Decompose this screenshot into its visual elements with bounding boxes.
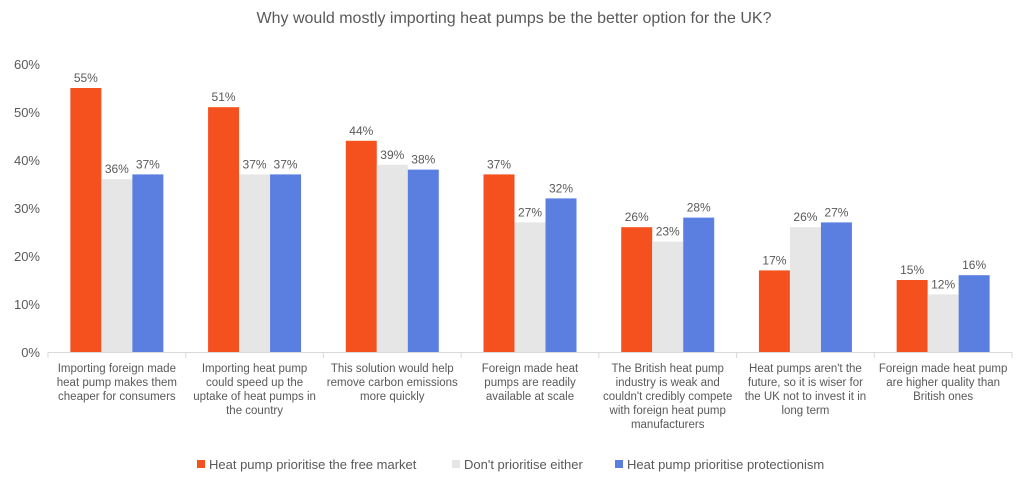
bar	[514, 222, 546, 352]
legend-swatch	[452, 460, 460, 468]
bar	[239, 174, 271, 352]
bar	[132, 174, 164, 352]
data-label: 37%	[487, 157, 511, 171]
data-label: 23%	[656, 225, 680, 239]
data-label: 15%	[900, 263, 924, 277]
legend-swatch	[615, 460, 623, 468]
legend-label: Don't prioritise either	[464, 457, 583, 472]
data-label: 12%	[931, 277, 955, 291]
data-label: 37%	[243, 157, 267, 171]
y-tick-label: 30%	[14, 201, 40, 216]
bar	[208, 107, 240, 352]
y-tick-label: 60%	[14, 57, 40, 72]
data-label: 17%	[762, 253, 786, 267]
data-label: 16%	[962, 258, 986, 272]
data-label: 44%	[349, 124, 373, 138]
legend-label: Heat pump prioritise the free market	[209, 457, 417, 472]
legend-swatch	[197, 460, 205, 468]
data-label: 26%	[793, 210, 817, 224]
bar	[758, 270, 790, 352]
x-category-label: Foreign made heat pumps are readily availa…	[482, 363, 579, 403]
y-tick-label: 10%	[14, 297, 40, 312]
bar	[789, 227, 821, 352]
data-label: 27%	[824, 205, 848, 219]
y-tick-label: 50%	[14, 105, 40, 120]
bar	[101, 179, 133, 352]
data-labels: 55% 51% 44% 37% 26% 17% 15% 36% 37% 39% 27% 23% 26% 1…	[74, 71, 987, 291]
y-axis: 0% 10% 20% 30% 40% 50% 60%	[14, 57, 40, 360]
data-label: 28%	[687, 201, 711, 215]
data-label: 37%	[274, 157, 298, 171]
bar	[345, 140, 377, 352]
x-category-label: This solution would help remove carbon em…	[327, 363, 458, 403]
bar	[652, 241, 684, 352]
bar-series-group	[70, 88, 990, 352]
bar	[683, 217, 715, 352]
bar	[545, 198, 577, 352]
data-label: 39%	[380, 148, 404, 162]
legend-label: Heat pump prioritise protectionism	[627, 457, 824, 472]
bar	[407, 169, 439, 352]
data-label: 36%	[105, 162, 129, 176]
x-category-label: Importing foreign made heat pump makes th…	[57, 363, 177, 403]
x-category-label: Heat pumps aren't the future, so it is wi…	[745, 363, 866, 417]
bar	[483, 174, 515, 352]
x-category-label: The British heat pump industry is weak an…	[603, 363, 732, 431]
legend: Heat pump prioritise the free market Don'…	[197, 457, 824, 472]
data-label: 32%	[549, 181, 573, 195]
bar	[270, 174, 302, 352]
bar	[820, 222, 852, 352]
bar	[621, 227, 653, 352]
chart-title: Why would mostly importing heat pumps be…	[257, 10, 772, 27]
x-axis: Importing foreign made heat pump makes th…	[47, 352, 1013, 431]
data-label: 37%	[136, 157, 160, 171]
y-tick-label: 40%	[14, 153, 40, 168]
bar	[70, 88, 102, 352]
data-label: 38%	[411, 153, 435, 167]
data-label: 26%	[625, 210, 649, 224]
x-category-label: Foreign made heat pump are higher quality…	[879, 363, 1008, 403]
x-category-label: Importing heat pump could speed up the upt…	[193, 363, 316, 417]
bar	[958, 275, 990, 352]
data-label: 27%	[518, 205, 542, 219]
data-label: 55%	[74, 71, 98, 85]
y-tick-label: 20%	[14, 249, 40, 264]
bar	[927, 294, 959, 352]
data-label: 51%	[212, 90, 236, 104]
bar	[376, 164, 408, 352]
y-tick-label: 0%	[21, 345, 40, 360]
bar	[896, 280, 928, 352]
